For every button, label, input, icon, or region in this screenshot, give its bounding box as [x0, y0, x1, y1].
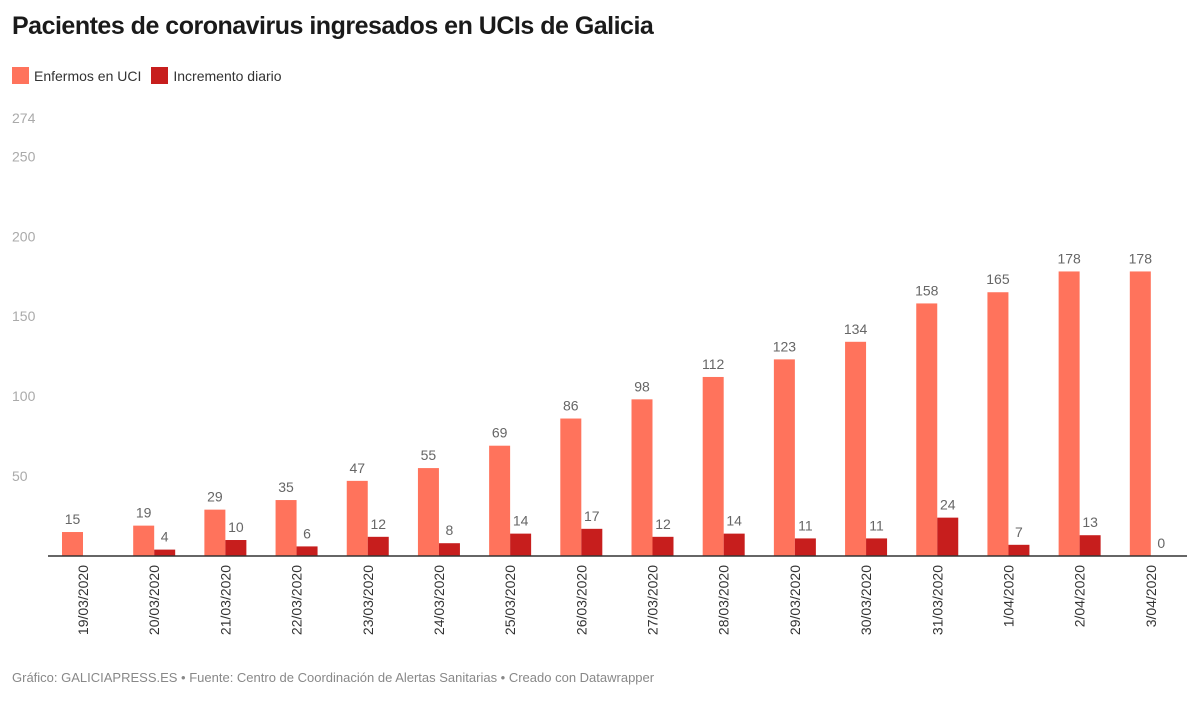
data-label: 123 — [773, 338, 797, 354]
data-label: 11 — [869, 517, 884, 533]
data-label: 134 — [844, 321, 868, 337]
data-label: 15 — [65, 511, 81, 527]
data-label: 178 — [1129, 250, 1153, 266]
legend-item-enfermos: Enfermos en UCI — [12, 67, 141, 84]
data-label: 69 — [492, 425, 508, 441]
data-label: 29 — [207, 489, 223, 505]
y-tick-label: 150 — [12, 308, 36, 324]
data-label: 98 — [634, 378, 650, 394]
bar-incremento — [937, 517, 959, 556]
data-label: 13 — [1082, 514, 1098, 530]
bar-enfermos — [275, 500, 297, 556]
data-label: 14 — [726, 513, 742, 529]
data-label: 158 — [915, 282, 939, 298]
x-tick-label: 30/03/2020 — [858, 565, 874, 635]
bar-incremento — [154, 549, 176, 556]
chart-title: Pacientes de coronavirus ingresados en U… — [12, 12, 654, 40]
bar-enfermos — [204, 509, 226, 556]
bar-enfermos — [916, 303, 938, 556]
data-label: 11 — [798, 517, 813, 533]
legend-swatch-enfermos — [12, 67, 29, 84]
footer-credits: Gráfico: GALICIAPRESS.ES • Fuente: Centr… — [12, 670, 655, 685]
bar-enfermos — [1129, 271, 1151, 556]
bar-incremento — [225, 540, 247, 556]
x-tick-label: 29/03/2020 — [787, 565, 803, 635]
bar-enfermos — [133, 525, 155, 556]
data-label: 165 — [986, 271, 1010, 287]
y-tick-label: 274 — [12, 110, 36, 126]
y-tick-label: 100 — [12, 388, 36, 404]
bar-enfermos — [1058, 271, 1080, 556]
bar-incremento — [652, 536, 674, 556]
data-label: 178 — [1057, 250, 1081, 266]
bar-enfermos — [417, 468, 439, 556]
data-label: 17 — [584, 508, 600, 524]
bar-incremento — [296, 546, 318, 556]
data-label: 55 — [421, 447, 437, 463]
x-tick-label: 2/04/2020 — [1072, 565, 1088, 627]
x-tick-label: 23/03/2020 — [360, 565, 376, 635]
bar-enfermos — [489, 445, 511, 556]
bar-enfermos — [702, 376, 724, 556]
data-label: 86 — [563, 398, 579, 414]
legend-item-incremento: Incremento diario — [151, 67, 282, 84]
legend: Enfermos en UCI Incremento diario — [12, 67, 282, 84]
x-tick-label: 28/03/2020 — [716, 565, 732, 635]
x-tick-label: 1/04/2020 — [1000, 565, 1016, 627]
data-label: 24 — [940, 497, 956, 513]
bar-enfermos — [773, 359, 795, 556]
data-label: 8 — [446, 522, 454, 538]
data-label: 7 — [1015, 524, 1023, 540]
data-label: 35 — [278, 479, 294, 495]
bar-enfermos — [987, 292, 1009, 556]
bar-incremento — [581, 528, 603, 556]
data-label: 12 — [370, 516, 386, 532]
x-tick-label: 26/03/2020 — [573, 565, 589, 635]
bar-incremento — [723, 533, 745, 556]
bar-incremento — [1079, 535, 1101, 556]
data-label: 47 — [349, 460, 365, 476]
x-tick-label: 19/03/2020 — [75, 565, 91, 635]
x-tick-label: 25/03/2020 — [502, 565, 518, 635]
legend-swatch-incremento — [151, 67, 169, 84]
bar-incremento — [510, 533, 532, 556]
data-label: 12 — [655, 516, 671, 532]
y-tick-label: 200 — [12, 228, 36, 244]
data-label: 112 — [702, 356, 725, 372]
y-tick-label: 50 — [12, 468, 28, 484]
x-tick-label: 27/03/2020 — [645, 565, 661, 635]
bar-incremento — [367, 536, 389, 556]
x-tick-label: 22/03/2020 — [289, 565, 305, 635]
x-tick-label: 24/03/2020 — [431, 565, 447, 635]
data-label: 4 — [161, 529, 169, 545]
bar-enfermos — [62, 532, 83, 556]
x-tick-label: 31/03/2020 — [929, 565, 945, 635]
x-tick-label: 21/03/2020 — [217, 565, 233, 635]
x-tick-label: 3/04/2020 — [1143, 565, 1159, 627]
bar-enfermos — [560, 418, 582, 556]
legend-label: Enfermos en UCI — [34, 67, 142, 84]
bar-incremento — [438, 543, 460, 556]
data-label: 10 — [228, 519, 244, 535]
bar-enfermos — [631, 399, 653, 556]
bar-enfermos — [346, 480, 368, 556]
data-label: 14 — [513, 513, 529, 529]
legend-label: Incremento diario — [173, 67, 282, 84]
data-label: 6 — [303, 525, 311, 541]
data-label: 19 — [136, 505, 152, 521]
bar-incremento — [1008, 544, 1030, 556]
data-label: 0 — [1157, 535, 1165, 551]
x-tick-label: 20/03/2020 — [146, 565, 162, 635]
bar-incremento — [866, 538, 888, 556]
y-tick-label: 250 — [12, 148, 36, 164]
bar-incremento — [794, 538, 816, 556]
bar-enfermos — [845, 341, 867, 556]
